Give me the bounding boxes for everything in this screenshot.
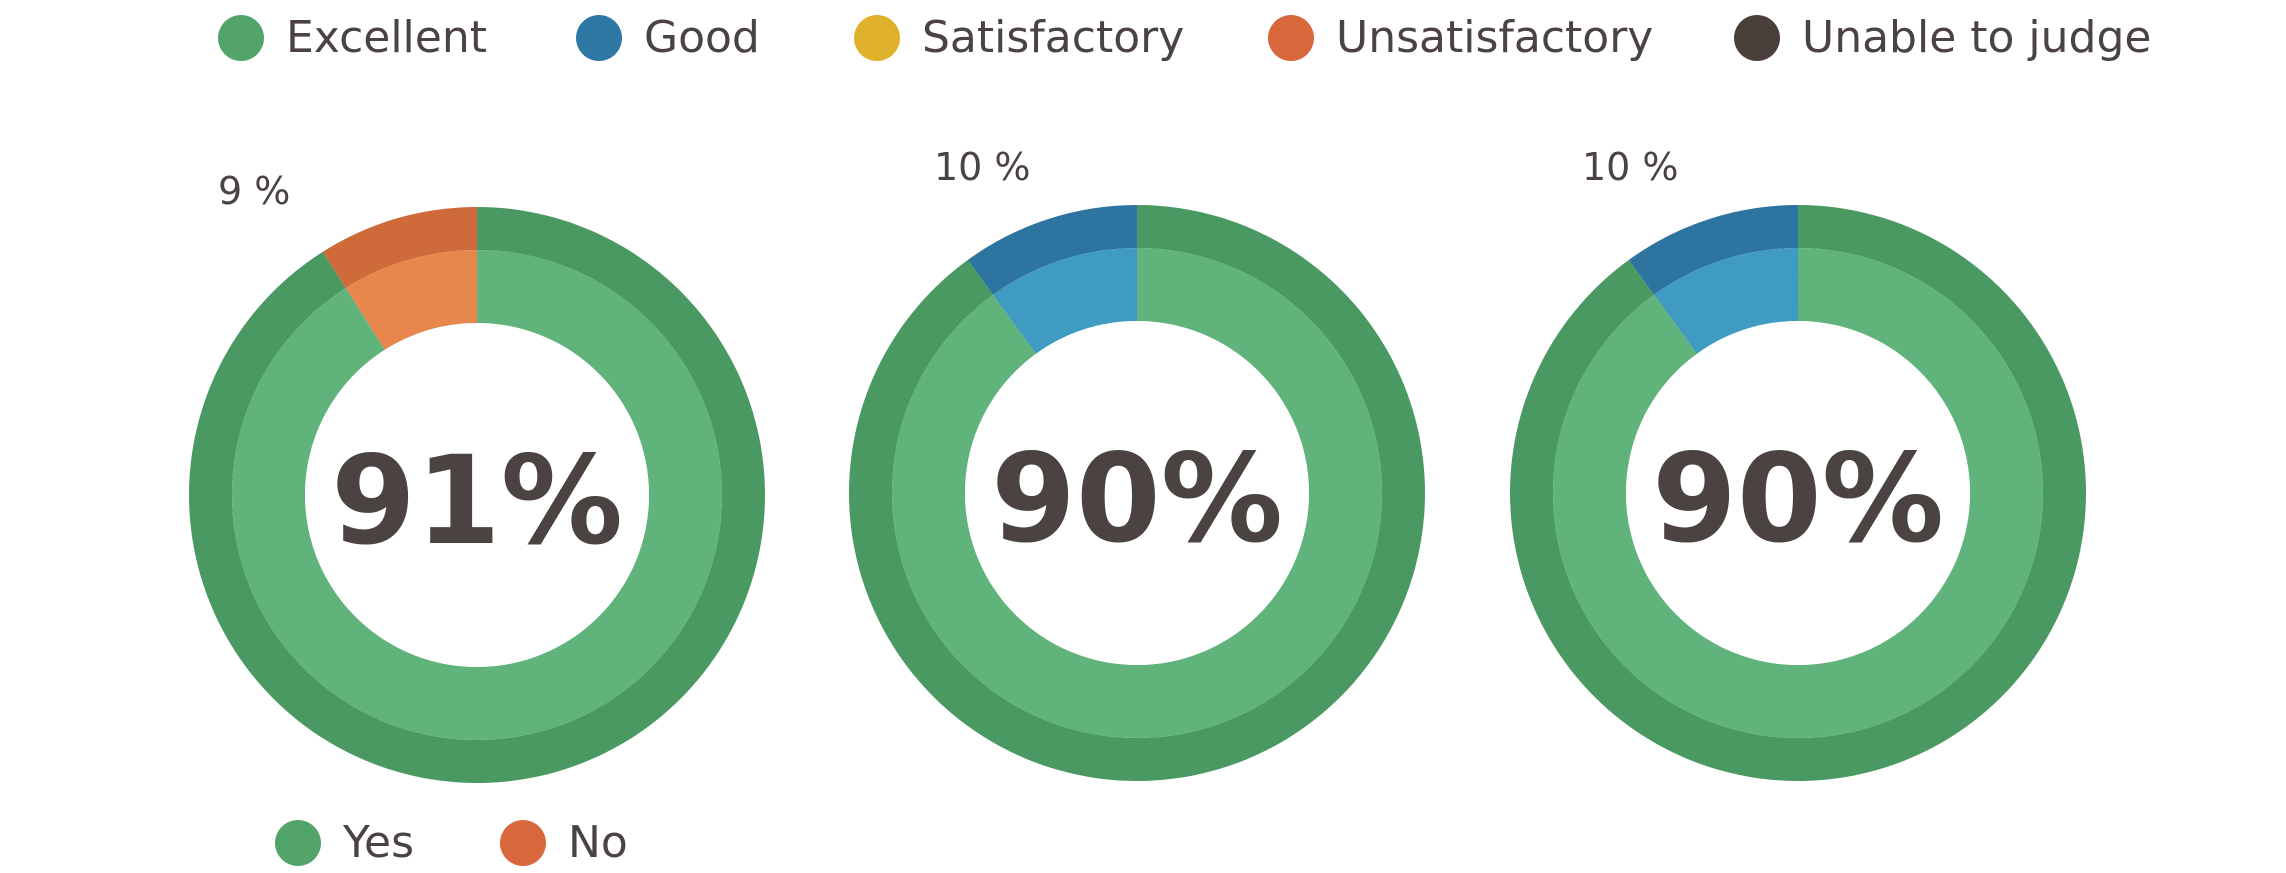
outer-ring-slice-unsatisfactory — [322, 207, 477, 289]
legend-top: Excellent Good Satisfactory Unsatisfacto… — [0, 0, 2286, 80]
legend-swatch-no — [500, 820, 546, 866]
legend-label-yes: Yes — [343, 817, 415, 868]
legend-label-satisfactory: Satisfactory — [922, 12, 1185, 63]
donut-hole — [1626, 321, 1970, 665]
legend-label-unable-to-judge: Unable to judge — [1802, 12, 2152, 63]
legend-item-good: Good — [576, 8, 760, 68]
outer-ring-slice-good — [1628, 205, 1798, 295]
legend-swatch-unsatisfactory — [1268, 15, 1314, 61]
slice-percent-annotation: 9 % — [218, 169, 290, 213]
slice-percent-annotation: 10 % — [934, 145, 1031, 189]
legend-swatch-unable-to-judge — [1734, 15, 1780, 61]
legend-item-satisfactory: Satisfactory — [854, 8, 1184, 68]
donut-chart-2: 90% 10 % — [849, 145, 1426, 781]
legend-swatch-yes — [275, 820, 321, 866]
center-value-label: 90% — [1652, 428, 1944, 570]
inner-ring-slice-no — [992, 248, 1137, 354]
center-value-label: 91% — [331, 430, 623, 572]
legend-item-unsatisfactory: Unsatisfactory — [1268, 8, 1653, 68]
center-value-label: 90% — [991, 428, 1283, 570]
donut-hole — [305, 323, 649, 667]
legend-label-excellent: Excellent — [286, 12, 487, 63]
legend-bottom: Yes No — [0, 805, 2286, 868]
donut-hole — [965, 321, 1309, 665]
inner-ring-slice-yes — [1553, 248, 2043, 738]
legend-label-no: No — [568, 817, 628, 868]
outer-ring-slice-good — [967, 205, 1137, 295]
legend-item-unable-to-judge: Unable to judge — [1734, 8, 2151, 68]
legend-swatch-satisfactory — [854, 15, 900, 61]
slice-percent-annotation: 10 % — [1582, 145, 1679, 189]
inner-ring-slice-no — [1653, 248, 1798, 354]
inner-ring-slice-no — [345, 250, 477, 350]
inner-ring-slice-yes — [892, 248, 1382, 738]
legend-label-unsatisfactory: Unsatisfactory — [1336, 12, 1654, 63]
inner-ring-slice-yes — [231, 250, 722, 740]
legend-label-good: Good — [644, 12, 760, 63]
legend-swatch-good — [576, 15, 622, 61]
legend-item-excellent: Excellent — [218, 8, 487, 68]
donut-chart-3: 90% 10 % — [1510, 145, 2086, 781]
legend-swatch-excellent — [218, 15, 264, 61]
legend-item-no: No — [500, 813, 628, 873]
donut-chart-1: 91% 9 % — [188, 169, 765, 783]
legend-item-yes: Yes — [275, 813, 414, 873]
